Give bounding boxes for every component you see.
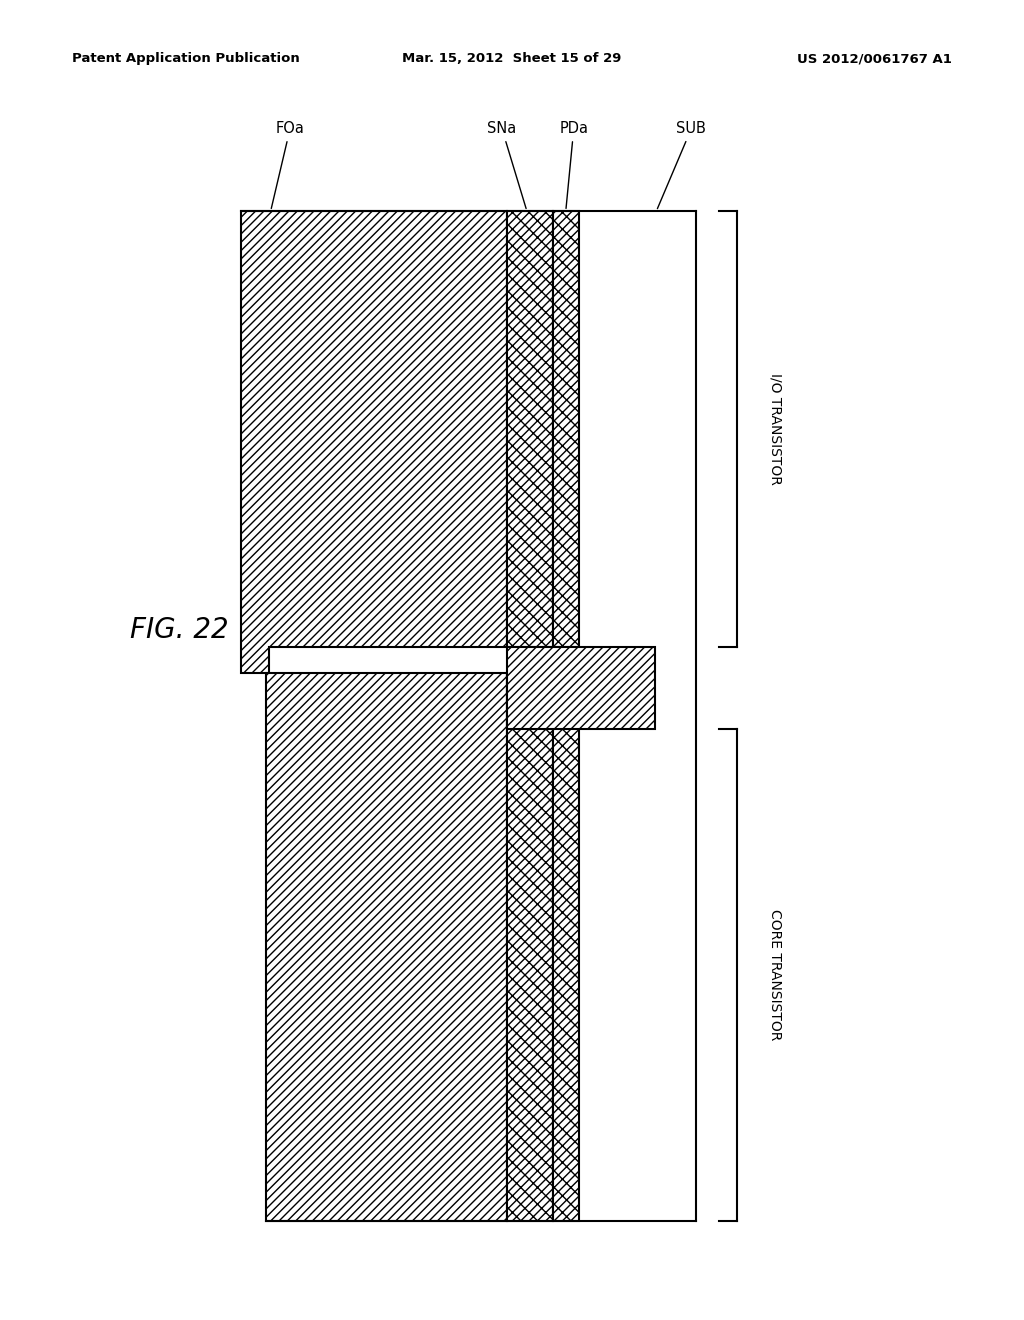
Text: SNa: SNa (487, 121, 526, 209)
Polygon shape (553, 673, 579, 1221)
Polygon shape (553, 211, 579, 647)
Text: FOa: FOa (271, 121, 304, 209)
Polygon shape (266, 673, 507, 1221)
Text: I/O TRANSISTOR: I/O TRANSISTOR (768, 374, 782, 484)
Text: Patent Application Publication: Patent Application Publication (72, 51, 300, 65)
Text: PDa: PDa (559, 121, 588, 209)
Polygon shape (507, 647, 655, 729)
Text: CORE TRANSISTOR: CORE TRANSISTOR (768, 909, 782, 1040)
Text: SUB: SUB (657, 121, 707, 209)
Text: FIG. 22: FIG. 22 (130, 616, 228, 644)
Polygon shape (507, 211, 553, 647)
Text: US 2012/0061767 A1: US 2012/0061767 A1 (797, 51, 952, 65)
Polygon shape (241, 211, 507, 673)
Polygon shape (507, 673, 553, 1221)
Text: Mar. 15, 2012  Sheet 15 of 29: Mar. 15, 2012 Sheet 15 of 29 (402, 51, 622, 65)
